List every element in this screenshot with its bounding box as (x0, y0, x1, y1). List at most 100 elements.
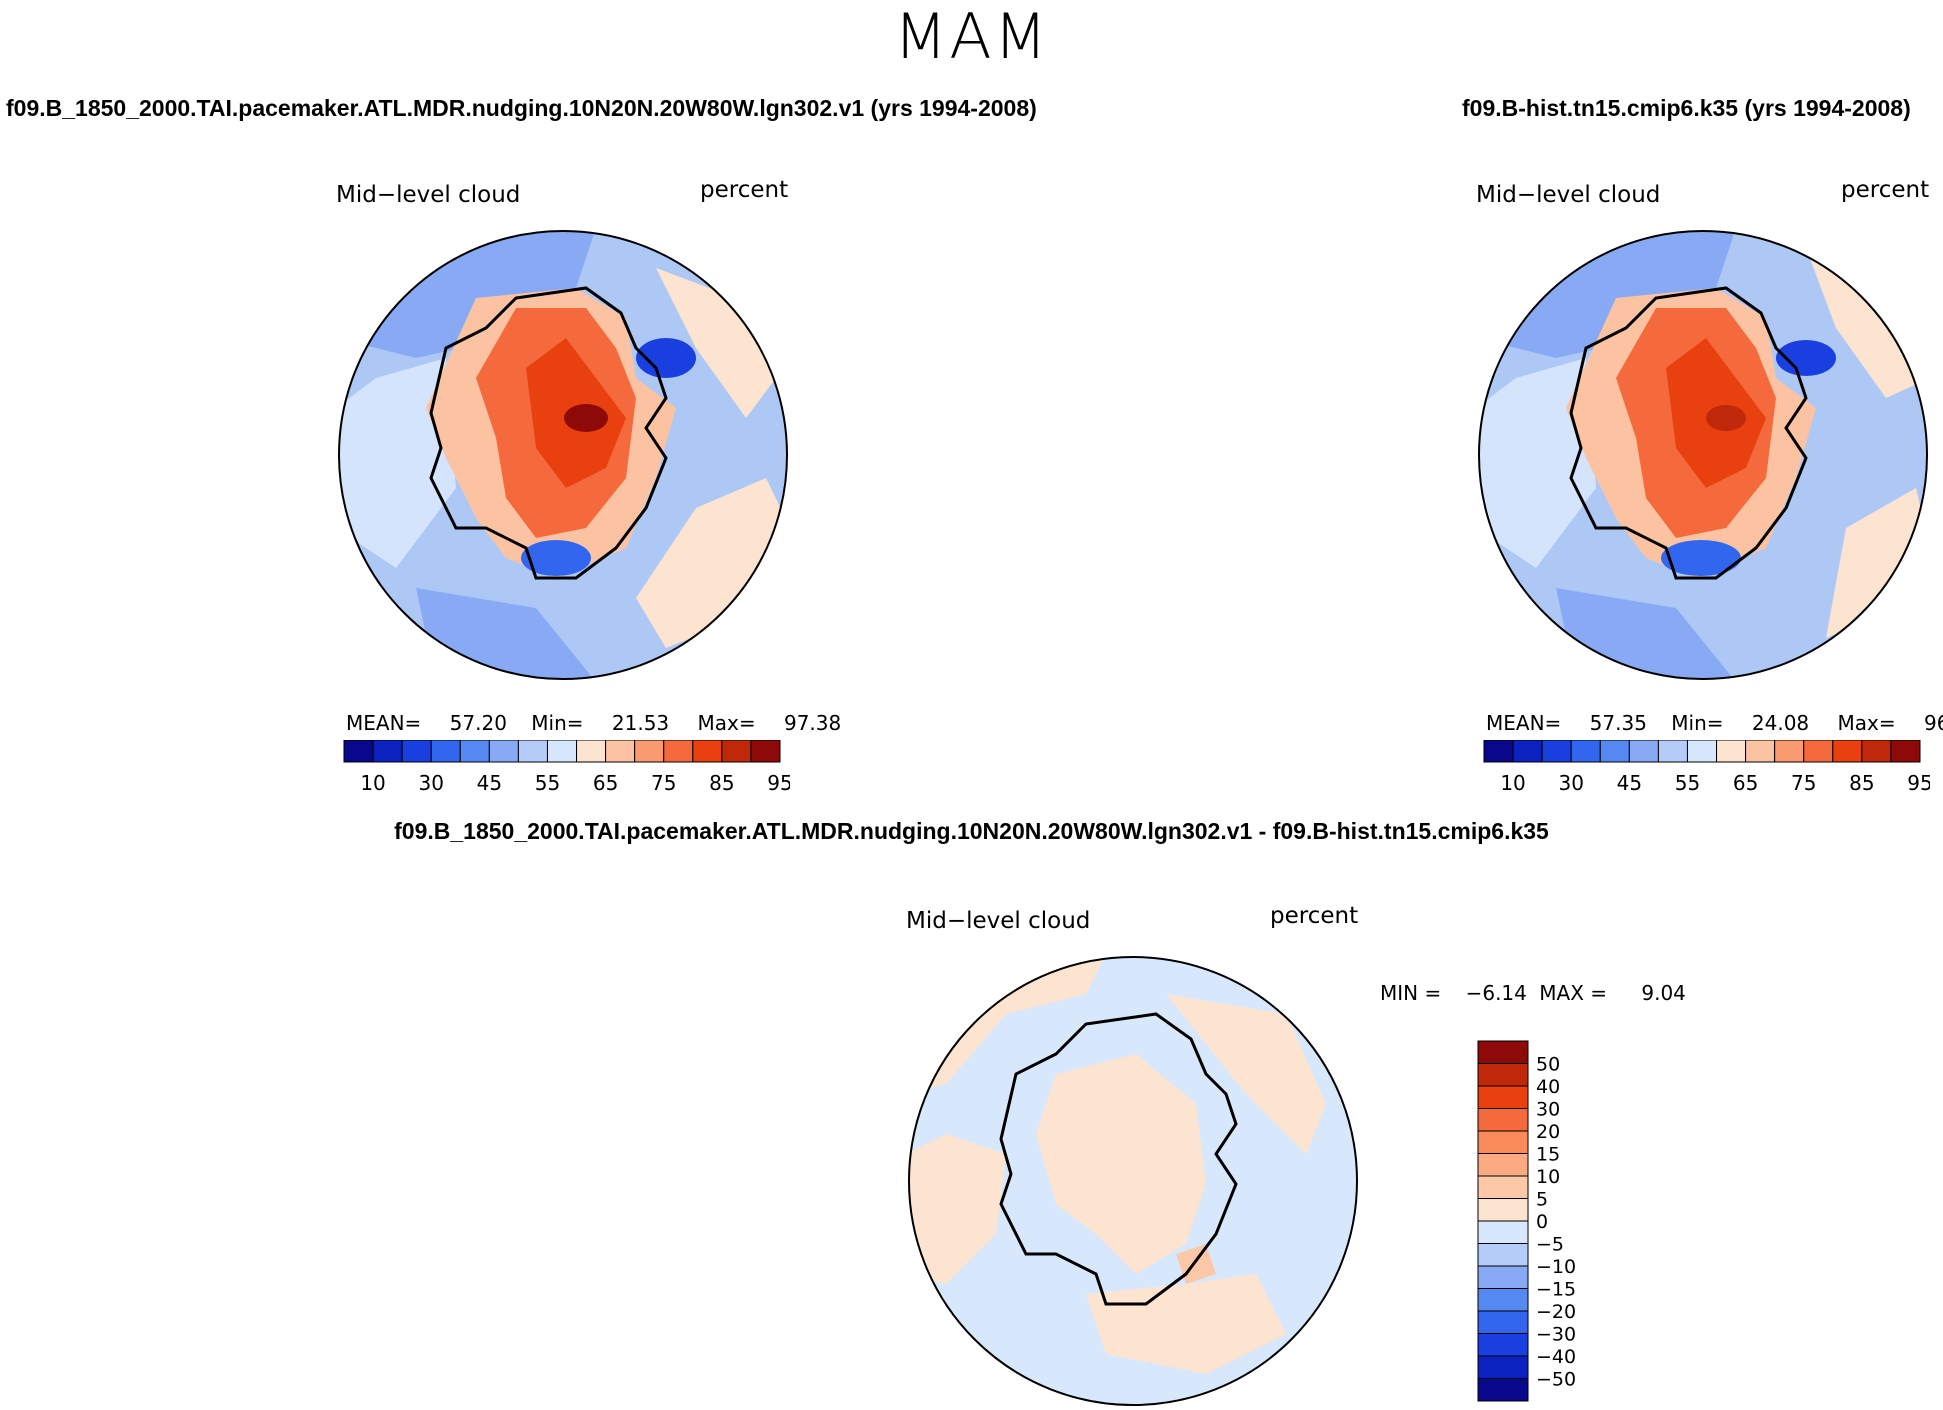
panel3-colorbar-tick-label: −40 (1536, 1346, 1576, 1368)
panel1-run-title: f09.B_1850_2000.TAI.pacemaker.ATL.MDR.nu… (6, 95, 1037, 121)
panel2-colorbar-swatch-5 (1628, 740, 1659, 763)
panel2-mean-value: 57.35 (1589, 711, 1647, 735)
panel2-field-blue-spot-ross (1776, 340, 1836, 376)
panel3-field-warm-west (909, 1134, 1006, 1284)
panel3-colorbar-swatch-5 (1477, 1153, 1529, 1177)
panel1-stats: MEAN= 57.20 Min= 21.53 Max= 97.38 (346, 711, 841, 735)
panel1-units-label: percent (700, 177, 789, 203)
panel1-colorbar-tick-label: 10 (360, 771, 385, 795)
panel1-colorbar-swatch-14 (750, 740, 781, 763)
panel3-colorbar-swatch-6 (1477, 1175, 1529, 1199)
panel1-field-max-spot (564, 404, 608, 432)
panel3-colorbar-tick-label: −15 (1536, 1279, 1576, 1301)
panel2-min-value: 24.08 (1751, 711, 1810, 735)
panel1-colorbar-tick-label: 65 (593, 771, 618, 795)
panel3-colorbar-tick-label: −50 (1536, 1369, 1576, 1391)
panel3-colorbar-tick-label: −5 (1536, 1234, 1564, 1256)
panel3-colorbar-tick-label: 5 (1536, 1189, 1548, 1211)
panel2-colorbar-tick-label: 75 (1791, 771, 1816, 795)
panel2-colorbar-swatch-1 (1512, 740, 1543, 763)
panel3-units-label: percent (1270, 903, 1359, 929)
panel1-polar-map (338, 230, 788, 680)
panel2-field-blue-spot-south (1661, 540, 1741, 576)
panel2-min-label: Min= (1671, 711, 1724, 735)
panel3-stats: MIN = −6.14 MAX = 9.04 (1380, 981, 1686, 1005)
panel3-colorbar-tick-label: −20 (1536, 1301, 1576, 1323)
panel1-variable-label: Mid−level cloud (336, 182, 521, 208)
panel3-colorbar-tick-label: 10 (1536, 1166, 1560, 1188)
panel1-colorbar-tick-label: 75 (651, 771, 676, 795)
panel3-min-value: −6.14 (1465, 981, 1527, 1005)
panel3-colorbar-swatch-13 (1477, 1333, 1529, 1357)
panel1-colorbar-tick-label: 45 (477, 771, 502, 795)
panel2-colorbar-swatch-11 (1803, 740, 1834, 763)
panel3-field-warm-south (1086, 1274, 1286, 1374)
panel2-coastline (1569, 286, 1808, 580)
panel2-max-value: 96.51 (1923, 711, 1943, 735)
panel2-polar-map (1478, 230, 1928, 680)
panel3-colorbar-tick-label: −30 (1536, 1324, 1576, 1346)
panel1-colorbar-swatch-8 (576, 740, 607, 763)
panel2-map-border (1478, 230, 1928, 680)
panel2-colorbar-swatch-9 (1745, 740, 1776, 763)
panel3-max-label: MAX = (1539, 981, 1608, 1005)
panel2-colorbar-swatch-8 (1716, 740, 1747, 763)
panel1-colorbar-swatch-13 (721, 740, 752, 763)
panel1-colorbar-swatch-10 (634, 740, 665, 763)
panel3-colorbar-tick-label: 50 (1536, 1054, 1560, 1076)
panel3-colorbar-swatch-1 (1477, 1063, 1529, 1087)
panel1-min-value: 21.53 (611, 711, 670, 735)
panel2-stats: MEAN= 57.35 Min= 24.08 Max= 96.51 (1486, 711, 1943, 735)
panel3-colorbar-tick-label: 20 (1536, 1121, 1560, 1143)
panel1-colorbar-swatch-11 (663, 740, 694, 763)
panel3-colorbar-swatch-10 (1477, 1265, 1529, 1289)
panel3-variable-label: Mid−level cloud (906, 908, 1091, 934)
panel1-mean-label: MEAN= (346, 711, 422, 735)
panel2-colorbar-swatch-4 (1599, 740, 1630, 763)
panel2-variable-label: Mid−level cloud (1476, 182, 1661, 208)
panel3-field-warm-interior (1036, 1054, 1206, 1274)
panel3-min-label: MIN = (1380, 981, 1442, 1005)
panel2-colorbar-tick-label: 55 (1675, 771, 1700, 795)
panel1-colorbar-swatch-1 (372, 740, 403, 763)
panel3-polar-map (908, 956, 1358, 1406)
panel1-colorbar-tick-label: 55 (535, 771, 560, 795)
panel2-colorbar-swatch-12 (1832, 740, 1863, 763)
panel2-mean-label: MEAN= (1486, 711, 1562, 735)
panel1-colorbar-swatch-5 (488, 740, 519, 763)
panel2-colorbar-swatch-14 (1890, 740, 1921, 763)
panel2-colorbar-tick-label: 45 (1617, 771, 1642, 795)
panel3-colorbar-swatch-7 (1477, 1198, 1529, 1222)
panel2-colorbar-swatch-13 (1861, 740, 1892, 763)
panel1-field-blue-spot-ross (636, 338, 696, 378)
panel2-colorbar-swatch-3 (1570, 740, 1601, 763)
panel3-colorbar-swatch-8 (1477, 1220, 1529, 1244)
panel3-colorbar-swatch-12 (1477, 1310, 1529, 1334)
panel1-colorbar-swatch-7 (546, 740, 578, 763)
panel2-field-warm-ne (1806, 248, 1927, 398)
panel2-colorbar-swatch-6 (1657, 740, 1688, 763)
panel1-colorbar-tick-label: 85 (709, 771, 734, 795)
panel1-field-warm-ne (656, 268, 776, 418)
panel3-colorbar-swatch-11 (1477, 1288, 1529, 1312)
panel2-field-pale-west (1479, 358, 1596, 568)
panel1-max-label: Max= (697, 711, 756, 735)
panel1-colorbar-swatch-0 (343, 740, 374, 763)
panel1-field-blue-spot-south (521, 540, 591, 576)
panel2-colorbar: 10 30 45 55 65 75 85 95 (1483, 740, 1930, 795)
panel1-colorbar: 10 30 45 55 65 75 85 95 (343, 740, 790, 795)
panel2-colorbar-swatch-10 (1774, 740, 1805, 763)
panel2-field-warm-se (1826, 488, 1927, 638)
panel1-colorbar-swatch-6 (517, 740, 548, 763)
panel3-max-value: 9.04 (1641, 981, 1686, 1005)
panel1-colorbar-swatch-2 (401, 740, 432, 763)
panel3-run-title: f09.B_1850_2000.TAI.pacemaker.ATL.MDR.nu… (394, 818, 1549, 844)
panel3-colorbar-swatch-2 (1477, 1085, 1529, 1109)
panel1-min-label: Min= (531, 711, 584, 735)
panel1-colorbar-swatch-3 (430, 740, 461, 763)
panel2-run-title: f09.B-hist.tn15.cmip6.k35 (yrs 1994-2008… (1462, 95, 1911, 121)
panel3-colorbar-swatch-9 (1477, 1243, 1529, 1267)
panel2-colorbar-swatch-7 (1686, 740, 1718, 763)
panel2-colorbar-tick-label: 10 (1500, 771, 1525, 795)
